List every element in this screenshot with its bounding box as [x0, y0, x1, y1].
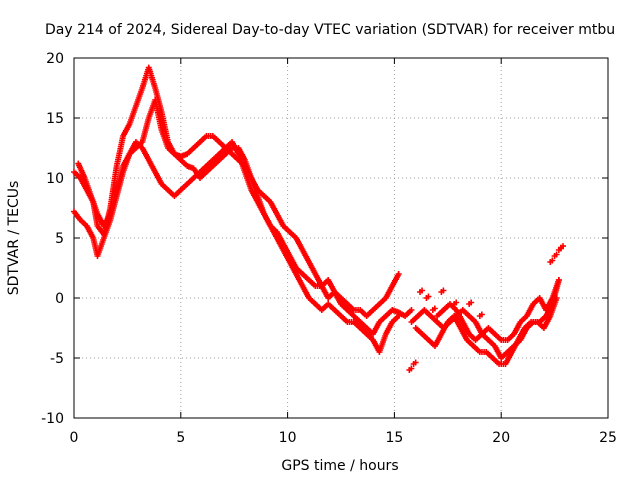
- y-tick-label: 20: [46, 51, 64, 67]
- axis-ticks: 0 5 10 15 20 25 -10 -5 0 5 10 15 20: [41, 51, 617, 446]
- x-tick-label: 10: [279, 430, 297, 446]
- data-point: [412, 359, 419, 366]
- data-point: [425, 293, 432, 300]
- y-tick-label: 5: [55, 231, 64, 247]
- data-point: [453, 299, 460, 306]
- data-point: [395, 313, 402, 319]
- x-tick-label: 0: [70, 430, 79, 446]
- data-point: [419, 287, 426, 294]
- data-point: [553, 251, 560, 258]
- x-tick-label: 20: [492, 430, 510, 446]
- x-tick-label: 15: [385, 430, 403, 446]
- data-marks: [71, 64, 567, 373]
- x-tick-label: 25: [599, 430, 617, 446]
- grid: [74, 58, 608, 418]
- y-tick-label: 0: [55, 291, 64, 307]
- data-point: [549, 257, 556, 264]
- data-point: [560, 243, 567, 250]
- y-tick-label: 15: [46, 111, 64, 127]
- data-point: [408, 307, 415, 313]
- x-tick-label: 5: [176, 430, 185, 446]
- data-point: [395, 271, 402, 277]
- data-point: [408, 365, 415, 372]
- chart-title: Day 214 of 2024, Sidereal Day-to-day VTE…: [45, 22, 615, 38]
- x-axis-label: GPS time / hours: [281, 458, 398, 474]
- data-point: [555, 277, 562, 283]
- data-point: [440, 287, 447, 294]
- data-point: [431, 305, 438, 312]
- y-tick-label: -5: [50, 351, 64, 367]
- y-tick-label: -10: [41, 411, 64, 427]
- y-axis-label: SDTVAR / TECUs: [6, 181, 22, 296]
- y-tick-label: 10: [46, 171, 64, 187]
- data-point: [468, 299, 475, 306]
- data-point: [478, 311, 485, 318]
